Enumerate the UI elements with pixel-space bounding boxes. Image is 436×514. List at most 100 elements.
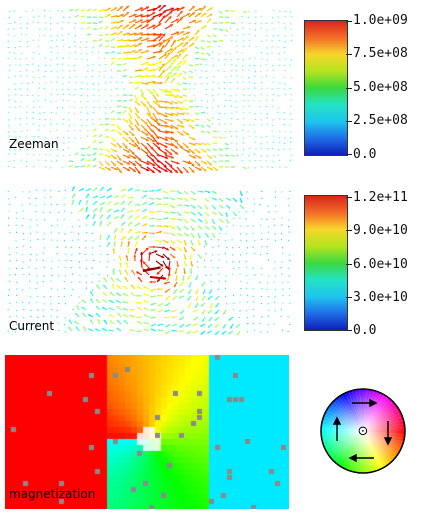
field-arrow-head (7, 224, 9, 226)
field-arrow-head (92, 123, 94, 124)
field-arrow-head (78, 219, 80, 221)
field-arrow-head (273, 161, 274, 163)
field-arrow-head (113, 123, 115, 126)
field-arrow-head (67, 100, 69, 101)
field-arrow-head (266, 117, 268, 119)
zeeman-panel: Zeeman 1.0e+09 7.5e+08 5.0e+08 2.5e+08 0… (0, 0, 436, 175)
field-arrow-head (8, 77, 9, 79)
field-arrow-head (71, 199, 75, 202)
field-arrow-head (68, 141, 70, 143)
field-arrow-head (198, 236, 201, 239)
field-arrow-head (175, 278, 178, 282)
field-arrow-head (14, 150, 16, 151)
field-arrow-head (261, 124, 263, 126)
field-arrow-head (122, 194, 126, 197)
field-arrow-head (174, 271, 178, 275)
field-arrow-head (235, 40, 237, 42)
field-arrow-head (61, 107, 63, 109)
field-arrow-head (106, 82, 107, 84)
field-arrow-head (215, 27, 217, 30)
field-arrow-head (197, 112, 199, 115)
field-arrow-head (205, 89, 207, 90)
field-arrow-head (168, 90, 172, 93)
field-arrow-head (151, 139, 155, 142)
field-arrow-head (266, 289, 268, 290)
field-arrow-head (97, 319, 100, 322)
field-arrow-head (83, 165, 85, 167)
field-arrow-head (26, 117, 28, 119)
field-arrow-head (173, 217, 176, 221)
field-arrow-head (167, 52, 171, 56)
field-arrow-head (30, 316, 32, 317)
field-arrow-head (285, 15, 287, 17)
field-arrow-head (237, 35, 239, 37)
field-arrow-head (179, 17, 183, 21)
field-arrow-head (99, 64, 101, 66)
field-arrow-head (102, 292, 105, 295)
field-arrow-head (240, 193, 243, 196)
field-arrow-head (71, 212, 72, 214)
field-arrow-head (215, 311, 218, 314)
field-arrow-head (191, 151, 195, 154)
field-arrow-head (215, 332, 218, 335)
field-arrow-head (164, 310, 167, 313)
field-arrow-head (287, 198, 289, 200)
field-arrow-head (180, 101, 184, 104)
field-arrow-head (253, 83, 255, 84)
field-arrow-head (139, 37, 143, 40)
field-arrow-head (26, 123, 28, 125)
field-arrow-head (280, 308, 282, 310)
field-arrow-head (132, 50, 136, 53)
field-arrow-head (203, 150, 207, 153)
field-arrow-head (290, 105, 291, 107)
current-vector-field (7, 186, 291, 336)
field-arrow-head (246, 266, 247, 268)
field-arrow-head (144, 209, 147, 212)
field-arrow-head (254, 75, 255, 77)
field-arrow-head (51, 51, 52, 53)
field-arrow-head (207, 83, 208, 85)
field-arrow-head (261, 246, 263, 248)
field-arrow-head (129, 308, 132, 311)
field-arrow-head (112, 110, 115, 113)
field-arrow-head (156, 153, 160, 157)
field-arrow-head (203, 245, 205, 247)
field-arrow-head (207, 331, 210, 334)
field-arrow-head (77, 15, 79, 17)
field-arrow-head (151, 202, 154, 205)
field-arrow-head (122, 301, 125, 304)
field-arrow-head (244, 11, 247, 13)
field-arrow-head (165, 138, 169, 141)
field-arrow-head (50, 149, 51, 151)
field-arrow-head (193, 331, 196, 334)
field-arrow-head (145, 61, 149, 65)
field-arrow-head (185, 99, 187, 102)
field-arrow-head (56, 71, 58, 73)
field-arrow-head (27, 129, 28, 131)
field-arrow-head (187, 13, 191, 16)
zeeman-label: Zeeman (9, 137, 59, 151)
field-arrow-head (150, 328, 154, 331)
field-arrow-head (8, 217, 9, 219)
field-arrow-head (35, 329, 37, 331)
field-arrow-head (131, 139, 135, 143)
field-arrow-head (115, 21, 118, 24)
field-arrow-head (29, 296, 31, 298)
field-arrow-head (221, 160, 223, 163)
field-arrow-head (150, 295, 153, 298)
field-arrow-head (241, 52, 242, 54)
field-arrow-head (267, 331, 269, 333)
field-arrow-head (273, 94, 275, 95)
field-arrow-head (246, 191, 248, 193)
wheel-arrow-head (369, 398, 378, 408)
field-arrow-head (152, 210, 155, 214)
field-arrow-head (143, 300, 147, 303)
field-arrow-head (39, 35, 41, 37)
field-arrow-head (155, 99, 159, 103)
field-arrow-head (112, 269, 115, 272)
field-arrow-head (283, 22, 285, 24)
field-arrow-head (122, 222, 126, 225)
field-arrow-head (44, 203, 46, 205)
zeeman-tickmark (346, 121, 352, 122)
field-arrow-head (107, 33, 109, 36)
